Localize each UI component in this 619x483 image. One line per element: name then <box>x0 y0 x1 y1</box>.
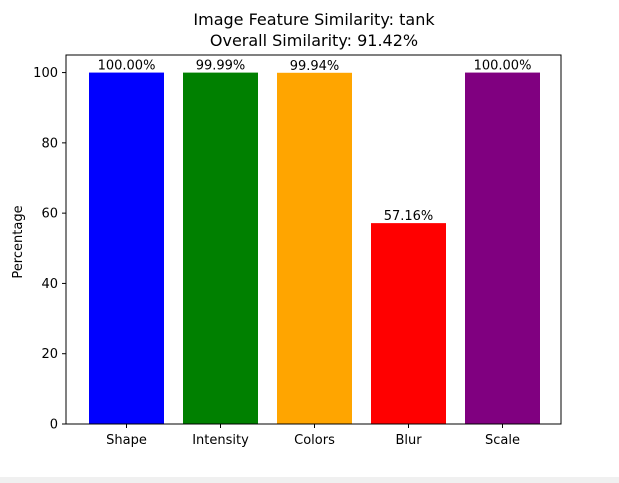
data-label-shape: 100.00% <box>98 59 156 74</box>
bar-shape <box>89 72 164 425</box>
bars-layer: 100.00% 99.99% 99.94% 57.16% 100.00% <box>89 59 540 425</box>
bar-scale <box>465 72 540 425</box>
chart-subtitle: Overall Similarity: 91.42% <box>210 31 418 50</box>
data-label-colors: 99.94% <box>290 59 340 74</box>
y-axis: 0 20 40 60 80 100 <box>33 66 66 433</box>
x-axis: Shape Intensity Colors Blur Scale <box>106 424 520 448</box>
x-tick-label-scale: Scale <box>485 433 520 448</box>
x-tick-label-colors: Colors <box>294 433 335 448</box>
y-tick-label-80: 80 <box>41 136 58 151</box>
x-tick-label-blur: Blur <box>395 433 422 448</box>
data-label-intensity: 99.99% <box>196 59 246 74</box>
y-tick-label-100: 100 <box>33 66 58 81</box>
y-tick-label-40: 40 <box>41 277 58 292</box>
y-axis-label: Percentage <box>11 205 26 278</box>
plot-frame <box>65 54 562 425</box>
data-label-scale: 100.00% <box>474 59 532 74</box>
y-tick-label-60: 60 <box>41 207 58 222</box>
x-tick-label-intensity: Intensity <box>192 433 249 448</box>
bottom-strip <box>0 477 619 483</box>
y-tick-label-20: 20 <box>41 347 58 362</box>
y-tick-label-0: 0 <box>50 418 58 433</box>
x-tick-label-shape: Shape <box>106 433 147 448</box>
data-label-blur: 57.16% <box>384 209 434 224</box>
bar-intensity <box>183 72 258 425</box>
bar-colors <box>277 72 352 424</box>
bar-blur <box>371 223 446 424</box>
chart-title: Image Feature Similarity: tank <box>193 10 435 29</box>
